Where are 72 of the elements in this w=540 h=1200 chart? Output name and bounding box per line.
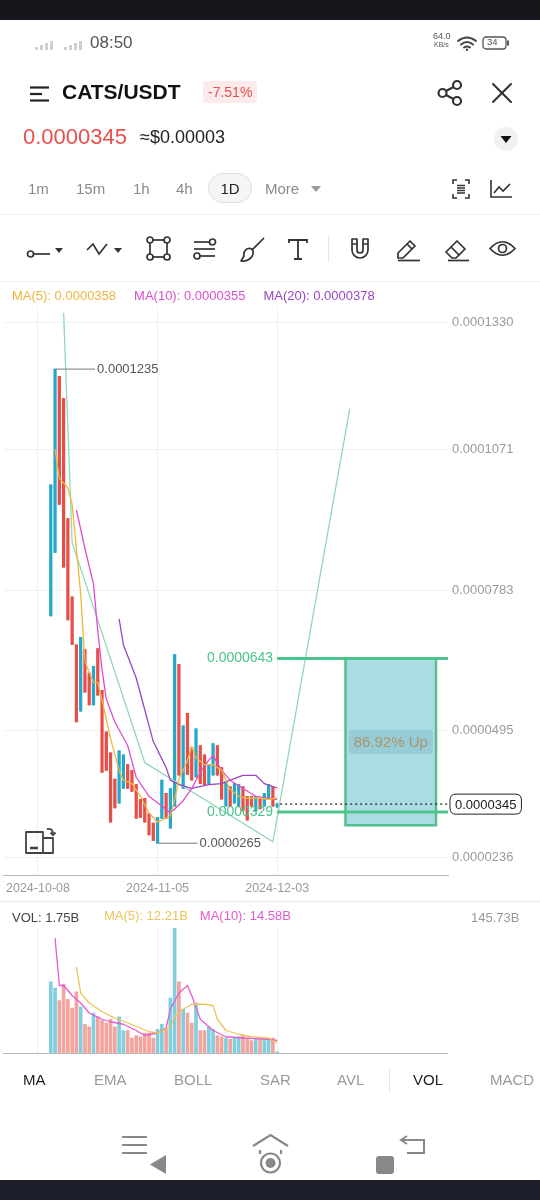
bar (253, 1037, 258, 1053)
text: MA(20): 0.0000378 (263, 288, 375, 303)
text: MACD (490, 1071, 535, 1089)
text: VOL: 1.75B (12, 910, 80, 926)
x-tick-label: 2024-11-05 (126, 880, 190, 895)
text: AVL (337, 1071, 365, 1089)
chart-subtitle: 0.0000345 (23, 124, 127, 150)
bar (83, 1023, 87, 1053)
band-label: 86.92% Up (353, 732, 428, 750)
text: 15m (76, 180, 106, 198)
x-tick-label: 2024-10-08 (5, 880, 70, 895)
chart-title: CATS/USDT (62, 80, 181, 105)
ref-line-label: 0.0000643 (206, 649, 274, 666)
ref-line-label: 0.0000345 (455, 796, 517, 812)
bar (194, 1002, 198, 1053)
y-tick-label: 0.0001071 (452, 440, 514, 456)
text: 4h (176, 180, 193, 198)
text: EMA (94, 1071, 127, 1089)
text: 34 (487, 36, 498, 48)
text: 1D (220, 179, 240, 197)
text: 64.0 (433, 31, 451, 42)
bar (87, 1026, 92, 1053)
text: 145.73B (471, 910, 520, 926)
bar (224, 1037, 228, 1053)
candlestick (117, 750, 121, 804)
candlestick (79, 637, 83, 712)
bar (160, 1023, 164, 1053)
text: VOL (413, 1071, 444, 1089)
text: -7.51% (208, 84, 253, 101)
text: 08:50 (90, 33, 133, 53)
text: BOLL (174, 1071, 213, 1089)
y-tick-label: 0.0000783 (452, 581, 514, 597)
bar (48, 981, 53, 1053)
bar (211, 1028, 215, 1053)
bar (206, 1026, 211, 1053)
bar (142, 1032, 147, 1053)
annotation: 0.0000265 (199, 834, 262, 850)
text: 1h (133, 180, 150, 198)
bar (95, 1016, 100, 1053)
bar (245, 1037, 250, 1053)
bar (164, 1028, 168, 1053)
bar (147, 1032, 151, 1053)
bar (104, 1022, 109, 1053)
bar (258, 1038, 262, 1053)
text: 1m (28, 180, 49, 198)
y-tick-label: 0.0000495 (452, 722, 514, 738)
candlestick (194, 728, 198, 778)
text: More (265, 180, 300, 198)
bar (151, 1037, 156, 1053)
text: MA(5): 12.21B (104, 908, 188, 923)
bar (78, 1006, 83, 1053)
bar (134, 1035, 139, 1053)
bar (117, 1016, 121, 1053)
y-tick-label: 0.0000236 (452, 848, 514, 864)
bar (236, 1036, 241, 1053)
bar (198, 1030, 203, 1053)
bar (181, 1008, 186, 1053)
text: ≈$0.00003 (140, 127, 225, 148)
x-tick-label: 2024-12-03 (245, 880, 310, 895)
bar (228, 1038, 232, 1053)
text: SAR (260, 1071, 291, 1089)
text: MA(5): 0.0000358 (12, 288, 117, 303)
candlestick (177, 664, 181, 776)
candlestick (181, 725, 185, 789)
annotation: 0.0001235 (97, 360, 159, 376)
bar (100, 1020, 104, 1053)
y-tick-label: 0.0001330 (452, 314, 514, 330)
text: MA(10): 14.58B (199, 908, 291, 923)
text: MA (23, 1071, 46, 1089)
bar (177, 981, 181, 1053)
candlestick (224, 781, 228, 807)
text: MA(10): 0.0000355 (134, 288, 246, 303)
